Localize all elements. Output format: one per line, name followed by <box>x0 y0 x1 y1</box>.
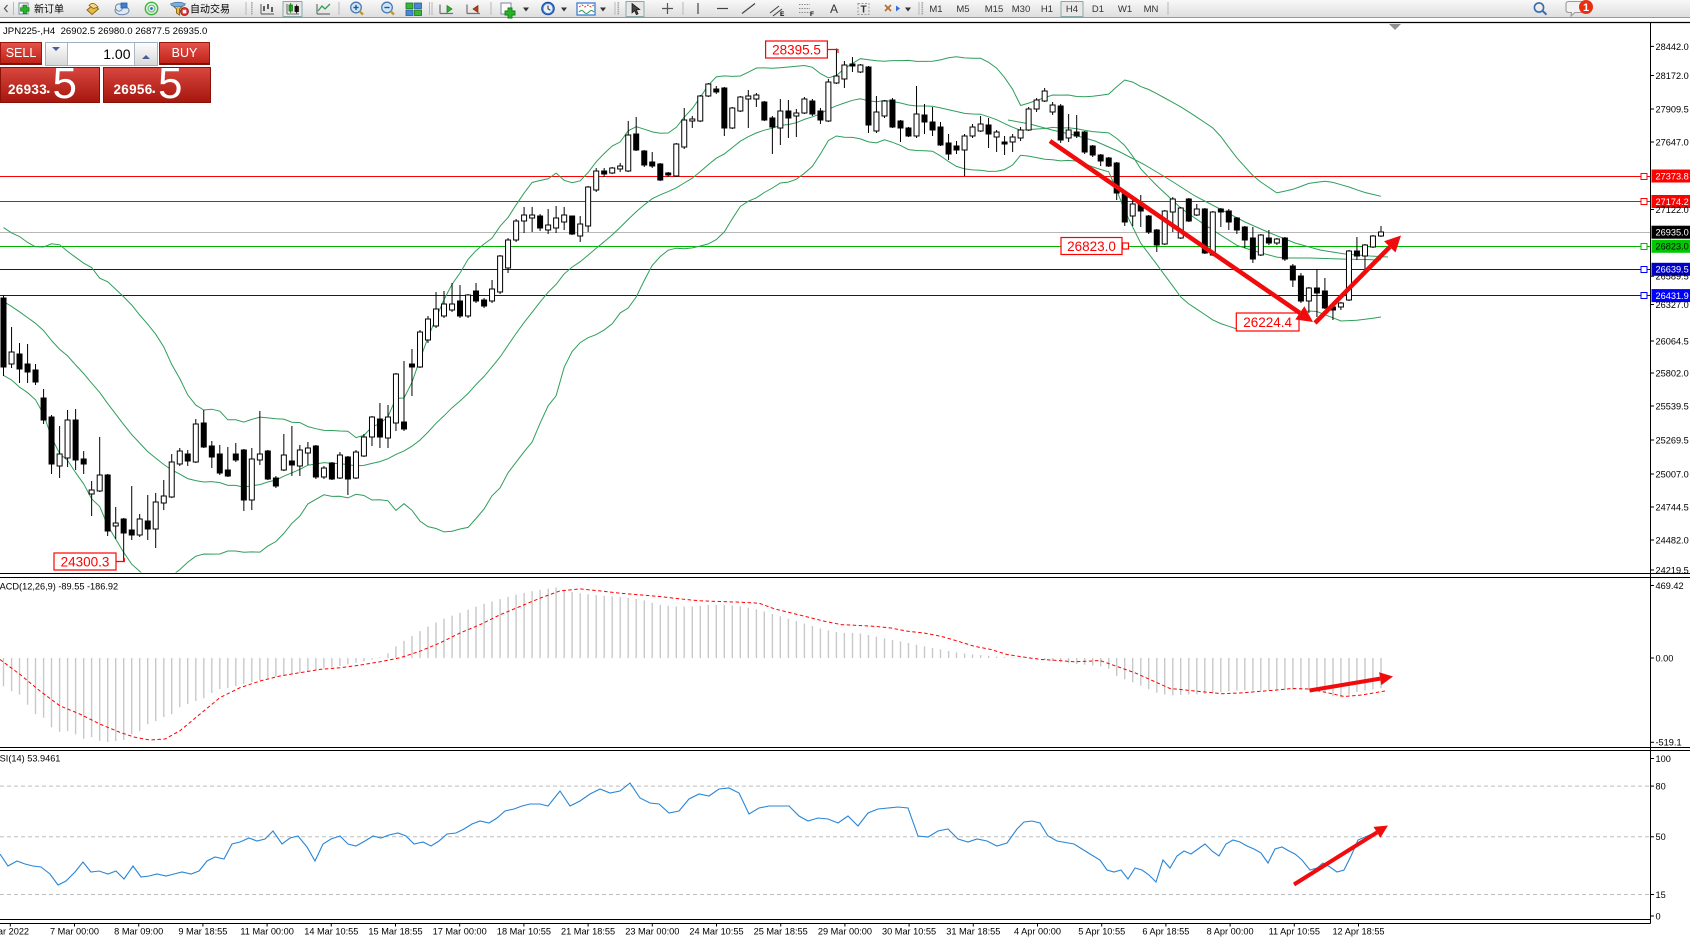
svg-text:M15: M15 <box>985 4 1003 15</box>
svg-text:F: F <box>810 11 814 18</box>
svg-text:0: 0 <box>1656 911 1661 921</box>
svg-text:18 Mar 10:55: 18 Mar 10:55 <box>497 927 551 937</box>
svg-text:100: 100 <box>1656 754 1671 764</box>
svg-text:D1: D1 <box>1092 4 1104 15</box>
svg-text:14 Mar 10:55: 14 Mar 10:55 <box>304 927 358 937</box>
svg-text:26327.0: 26327.0 <box>1656 300 1689 310</box>
svg-text:5 Apr 10:55: 5 Apr 10:55 <box>1078 927 1125 937</box>
svg-text:4 Mar 2022: 4 Mar 2022 <box>0 927 29 937</box>
svg-text:11 Apr 10:55: 11 Apr 10:55 <box>1269 927 1320 937</box>
svg-text:W1: W1 <box>1118 4 1132 15</box>
svg-text:27909.5: 27909.5 <box>1656 104 1689 114</box>
svg-text:24219.5: 24219.5 <box>1656 565 1689 575</box>
svg-text:26639.5: 26639.5 <box>1656 265 1689 275</box>
svg-text:26589.5: 26589.5 <box>1656 272 1689 282</box>
svg-text:JPN225-,H4 26902.5 26980.0 26: JPN225-,H4 26902.5 26980.0 26877.5 26935… <box>3 26 207 37</box>
svg-text:MN: MN <box>1144 4 1159 15</box>
svg-text:12 Apr 18:55: 12 Apr 18:55 <box>1332 927 1384 937</box>
svg-text:RSI(14) 53.9461: RSI(14) 53.9461 <box>0 754 60 764</box>
svg-text:26935.0: 26935.0 <box>1656 228 1689 238</box>
svg-text:11 Mar 00:00: 11 Mar 00:00 <box>240 927 293 937</box>
svg-text:23 Mar 00:00: 23 Mar 00:00 <box>625 927 679 937</box>
svg-text:27373.8: 27373.8 <box>1656 171 1689 181</box>
svg-text:24744.5: 24744.5 <box>1656 502 1689 512</box>
svg-text:28442.0: 28442.0 <box>1656 42 1689 52</box>
svg-text:24 Mar 10:55: 24 Mar 10:55 <box>689 927 743 937</box>
svg-text:26431.9: 26431.9 <box>1656 291 1689 301</box>
svg-text:17 Mar 00:00: 17 Mar 00:00 <box>433 927 487 937</box>
svg-text:25 Mar 18:55: 25 Mar 18:55 <box>754 927 808 937</box>
svg-text:27647.0: 27647.0 <box>1656 137 1689 147</box>
svg-text:1: 1 <box>1583 2 1589 14</box>
svg-text:26064.5: 26064.5 <box>1656 336 1689 346</box>
svg-text:A: A <box>830 2 838 16</box>
svg-text:新订单: 新订单 <box>34 3 64 16</box>
svg-text:8 Mar 09:00: 8 Mar 09:00 <box>114 927 163 937</box>
svg-text:26224.4: 26224.4 <box>1243 315 1292 330</box>
svg-text:MACD(12,26,9) -89.55 -186.92: MACD(12,26,9) -89.55 -186.92 <box>0 582 118 592</box>
svg-text:80: 80 <box>1656 782 1666 792</box>
svg-text:T: T <box>861 5 867 16</box>
svg-text:21 Mar 18:55: 21 Mar 18:55 <box>561 927 615 937</box>
svg-text:E: E <box>780 11 785 18</box>
svg-text:31 Mar 18:55: 31 Mar 18:55 <box>946 927 1000 937</box>
svg-text:M1: M1 <box>929 4 942 15</box>
svg-text:26823.0: 26823.0 <box>1067 239 1116 254</box>
svg-text:6 Apr 18:55: 6 Apr 18:55 <box>1142 927 1189 937</box>
svg-text:27174.2: 27174.2 <box>1656 197 1689 207</box>
svg-text:M30: M30 <box>1012 4 1030 15</box>
svg-text:15: 15 <box>1656 890 1666 900</box>
svg-text:24482.0: 24482.0 <box>1656 535 1689 545</box>
svg-text:27122.0: 27122.0 <box>1656 205 1689 215</box>
svg-text:50: 50 <box>1656 832 1666 842</box>
svg-text:H1: H1 <box>1041 4 1053 15</box>
svg-text:25269.5: 25269.5 <box>1656 435 1689 445</box>
svg-text:7 Mar 00:00: 7 Mar 00:00 <box>50 927 99 937</box>
svg-text:-519.1: -519.1 <box>1656 738 1682 748</box>
svg-text:8 Apr 00:00: 8 Apr 00:00 <box>1207 927 1254 937</box>
svg-text:自动交易: 自动交易 <box>190 3 230 16</box>
svg-text:H4: H4 <box>1066 4 1078 15</box>
svg-text:469.42: 469.42 <box>1656 581 1684 591</box>
svg-text:25539.5: 25539.5 <box>1656 401 1689 411</box>
svg-text:29 Mar 00:00: 29 Mar 00:00 <box>818 927 872 937</box>
svg-text:28395.5: 28395.5 <box>772 43 821 58</box>
svg-text:M5: M5 <box>956 4 969 15</box>
svg-text:0.00: 0.00 <box>1656 653 1674 663</box>
svg-text:25007.0: 25007.0 <box>1656 469 1689 479</box>
svg-text:26823.0: 26823.0 <box>1656 242 1689 252</box>
svg-text:15 Mar 18:55: 15 Mar 18:55 <box>368 927 422 937</box>
svg-text:30 Mar 10:55: 30 Mar 10:55 <box>882 927 936 937</box>
svg-text:9 Mar 18:55: 9 Mar 18:55 <box>178 927 227 937</box>
svg-text:24300.3: 24300.3 <box>61 555 110 570</box>
svg-text:28172.0: 28172.0 <box>1656 71 1689 81</box>
svg-text:25802.0: 25802.0 <box>1656 368 1689 378</box>
svg-text:4 Apr 00:00: 4 Apr 00:00 <box>1014 927 1061 937</box>
